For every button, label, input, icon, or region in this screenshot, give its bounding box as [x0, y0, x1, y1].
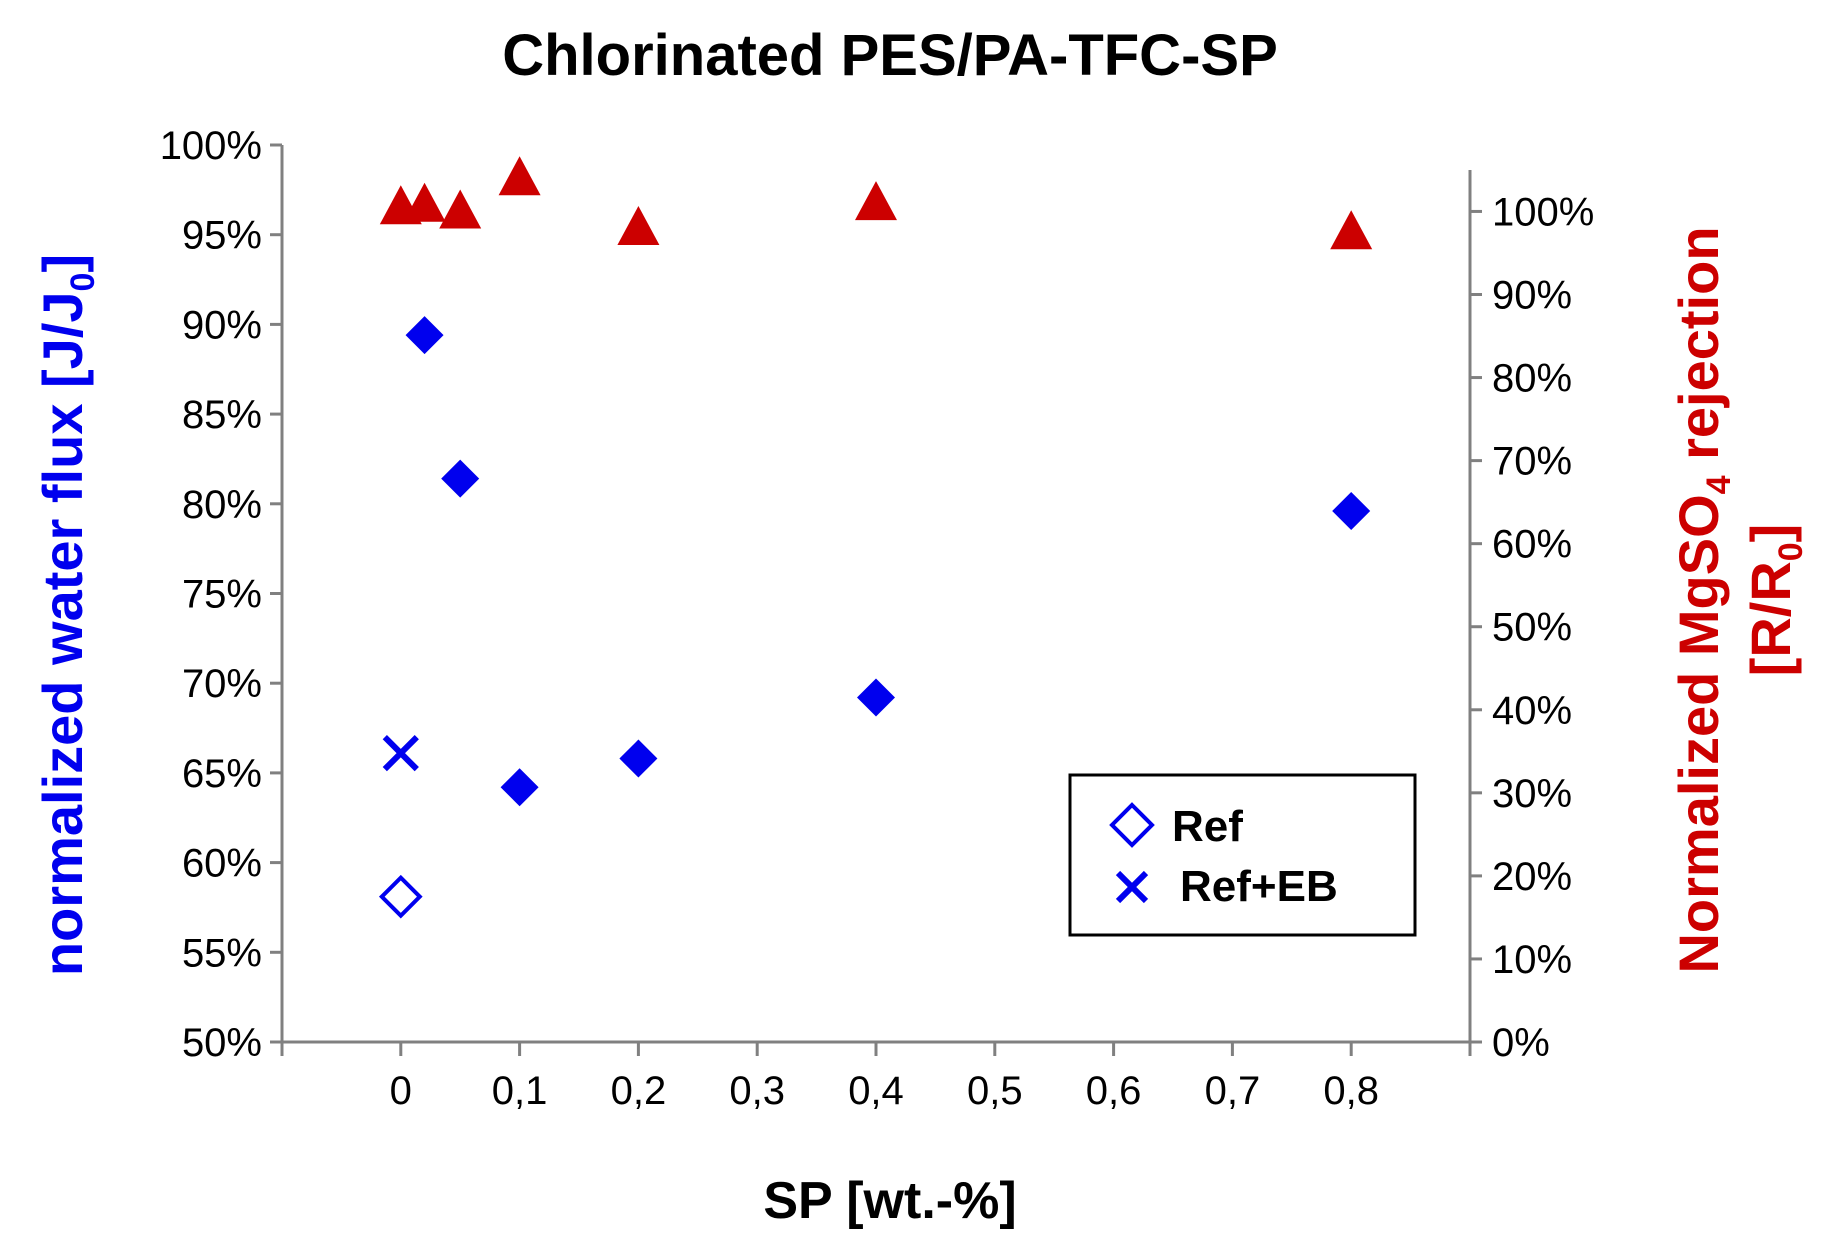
right-y-tick-label: 0%: [1492, 1021, 1550, 1065]
left-y-tick-label: 65%: [182, 752, 262, 796]
water-flux-point: [1332, 491, 1371, 530]
x-tick-label: 0,5: [967, 1069, 1023, 1113]
right-y-tick-label: 30%: [1492, 772, 1572, 816]
water-flux-point: [441, 459, 480, 498]
water-flux-point: [619, 739, 658, 778]
left-y-tick-label: 100%: [160, 124, 262, 168]
legend-marker-ref-eb: [1115, 870, 1149, 904]
x-tick-label: 0,4: [848, 1069, 904, 1113]
x-tick-label: 0,1: [492, 1069, 548, 1113]
left-y-tick-label: 70%: [182, 662, 262, 706]
rejection-point: [403, 182, 446, 222]
left-y-tick-label: 60%: [182, 842, 262, 886]
rejection-point: [617, 206, 660, 246]
right-y-label-end: rejection: [1667, 226, 1730, 475]
left-y-tick-label: 50%: [182, 1021, 262, 1065]
x-axis-label: SP [wt.-%]: [763, 1172, 1016, 1230]
left-y-tick-label: 80%: [182, 483, 262, 527]
x-tick-label: 0,6: [1086, 1069, 1142, 1113]
right-y-label2-end: ]: [1739, 524, 1802, 543]
right-y-tick-label: 60%: [1492, 523, 1572, 567]
x-axis-ticks: 0 0,1 0,2 0,3 0,4 0,5 0,6 0,7 0,8: [280, 1042, 1472, 1113]
x-tick-label: 0,3: [729, 1069, 785, 1113]
data-points: [378, 156, 1373, 919]
right-y-axis-ticks: 0% 10% 20% 30% 40% 50% 60% 70% 80% 90% 100%: [1470, 190, 1594, 1065]
right-y-axis-label-line2: [R/R0]: [1739, 524, 1810, 677]
x-tick-label: 0,7: [1205, 1069, 1261, 1113]
legend-box: [1068, 773, 1417, 937]
legend-marker-ref: [1109, 802, 1155, 848]
left-y-tick-label: 85%: [182, 393, 262, 437]
right-y-tick-label: 70%: [1492, 440, 1572, 484]
left-y-label-main: normalized water flux [J/J: [31, 291, 94, 976]
left-y-tick-label: 55%: [182, 931, 262, 975]
left-y-tick-label: 95%: [182, 214, 262, 258]
left-y-label-subscript: 0: [64, 273, 102, 292]
water-flux-point: [857, 678, 895, 717]
water-flux-point: [500, 768, 539, 807]
legend-label-ref-eb: Ref+EB: [1180, 862, 1338, 911]
rejection-point: [439, 189, 482, 229]
legend-label-ref: Ref: [1172, 802, 1243, 851]
rejection-point: [1330, 210, 1373, 250]
rejection-point: [498, 156, 541, 196]
right-y-label-subscript: 4: [1700, 475, 1738, 494]
ref-point: [378, 874, 423, 919]
ref-eb-point: [382, 735, 419, 772]
right-y-label2-main: [R/R: [1739, 561, 1802, 676]
x-tick-label: 0: [390, 1069, 412, 1113]
left-y-tick-label: 75%: [182, 573, 262, 617]
left-y-tick-label: 90%: [182, 303, 262, 347]
right-y-axis-label-line1: Normalized MgSO4 rejection: [1667, 226, 1738, 973]
x-tick-label: 0,2: [611, 1069, 667, 1113]
rejection-point: [855, 181, 897, 221]
right-y-tick-label: 20%: [1492, 855, 1572, 899]
right-y-tick-label: 10%: [1492, 938, 1572, 982]
water-flux-point: [405, 316, 444, 355]
left-y-label-end: ]: [31, 254, 94, 273]
left-y-axis-label: normalized water flux [J/J0]: [31, 254, 102, 976]
chart-title: Chlorinated PES/PA-TFC-SP: [502, 23, 1278, 88]
right-y-tick-label: 40%: [1492, 689, 1572, 733]
right-y-label-main: Normalized MgSO: [1667, 494, 1730, 973]
right-y-tick-label: 90%: [1492, 274, 1572, 318]
right-y-tick-label: 80%: [1492, 357, 1572, 401]
left-y-axis-ticks: 50% 55% 60% 65% 70% 75% 80% 85% 90% 95% 100%: [160, 124, 282, 1065]
legend: Ref Ref+EB: [1068, 773, 1417, 937]
right-y-label2-subscript: 0: [1772, 542, 1810, 561]
x-tick-label: 0,8: [1323, 1069, 1379, 1113]
right-y-tick-label: 100%: [1492, 190, 1594, 234]
right-y-tick-label: 50%: [1492, 606, 1572, 650]
